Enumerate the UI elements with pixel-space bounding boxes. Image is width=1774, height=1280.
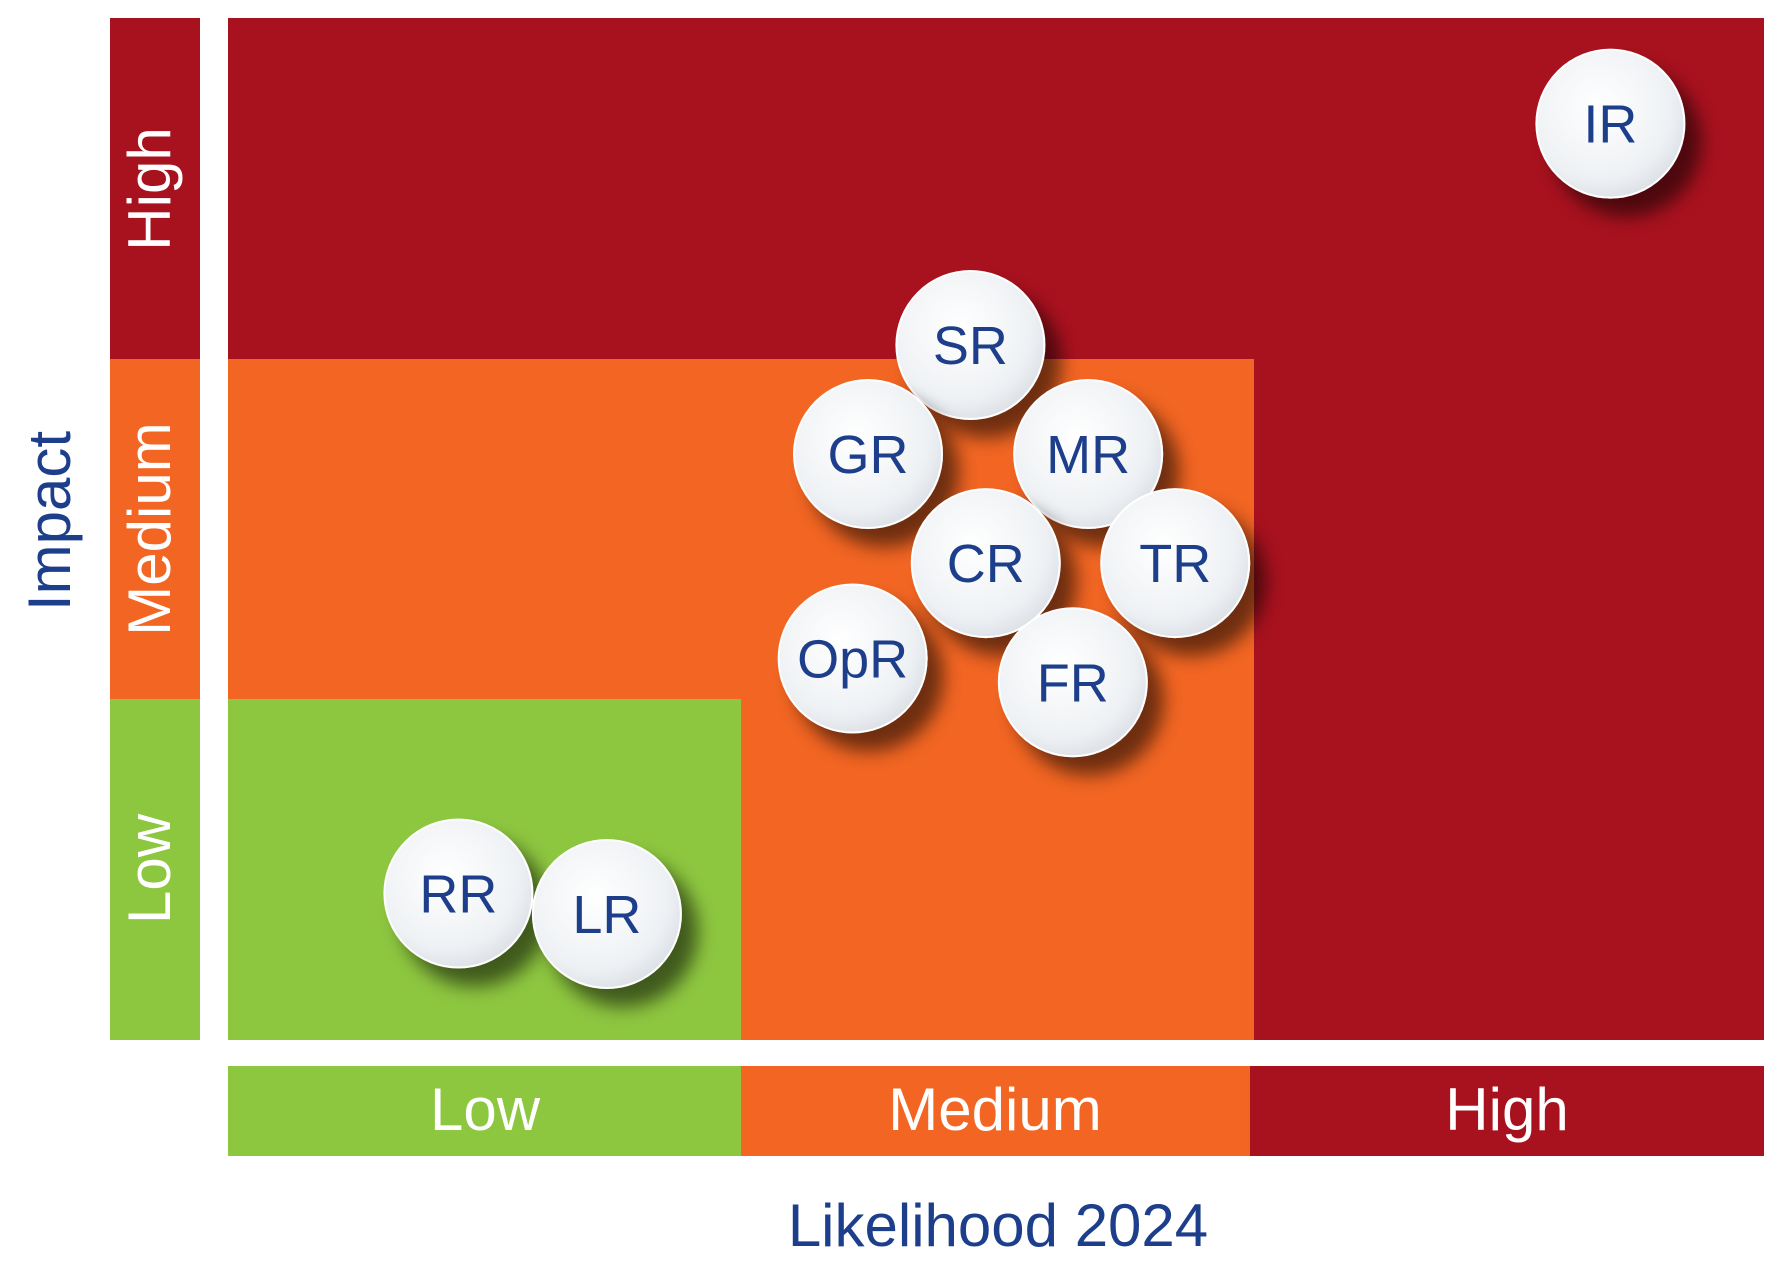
bubble-label: LR (572, 885, 641, 945)
risk-bubble-lr: LR (531, 838, 682, 989)
bubble-label: GR (828, 425, 909, 485)
x-band-label-low: Low (430, 1076, 541, 1143)
bubble-circle (531, 838, 682, 989)
x-band-label-high: High (1445, 1076, 1568, 1143)
y-axis-title: Impact (16, 431, 83, 611)
bubble-label: TR (1139, 534, 1211, 594)
bubble-circle (895, 270, 1046, 421)
risk-bubble-gr: GR (793, 379, 943, 530)
x-axis-title: Likelihood 2024 (788, 1192, 1208, 1259)
x-band-low (228, 1066, 741, 1156)
bubble-circle (793, 379, 943, 530)
bubble-circle (910, 488, 1061, 639)
risk-bubble-opr: OpR (777, 583, 928, 734)
bubble-circle (1535, 48, 1686, 199)
bubble-circle (1013, 379, 1164, 530)
bubble-label: OpR (797, 629, 908, 689)
risk-bubble-sr: SR (895, 270, 1046, 421)
bubble-circle (777, 583, 928, 734)
bubble-circle (997, 607, 1148, 758)
risk-bubble-rr: RR (383, 818, 534, 969)
points-layer: IR SR GR MR CR TR OpR FR RR LR (383, 48, 1686, 989)
risk-bubble-tr: TR (1100, 488, 1251, 639)
risk-bubble-ir: IR (1535, 48, 1686, 199)
y-band-label-low: Low (116, 813, 183, 924)
bubble-label: SR (933, 316, 1008, 376)
x-band-label-medium: Medium (888, 1076, 1101, 1143)
bubble-label: CR (947, 534, 1025, 594)
risk-bubble-mr: MR (1013, 379, 1164, 530)
bubble-label: FR (1037, 653, 1109, 713)
y-band-low (110, 699, 200, 1040)
x-band-medium (741, 1066, 1250, 1156)
risk-bubble-fr: FR (997, 607, 1148, 758)
y-band-label-medium: Medium (116, 422, 183, 635)
bubble-label: IR (1583, 95, 1637, 155)
bubble-label: MR (1046, 425, 1130, 485)
bubble-circle (383, 818, 534, 969)
y-band-high (110, 18, 200, 359)
bubble-label: RR (419, 865, 497, 925)
x-band-high (1250, 1066, 1764, 1156)
bubble-circle (1100, 488, 1251, 639)
y-band-medium (110, 359, 200, 699)
y-band-label-high: High (116, 127, 183, 250)
risk-bubble-cr: CR (910, 488, 1061, 639)
